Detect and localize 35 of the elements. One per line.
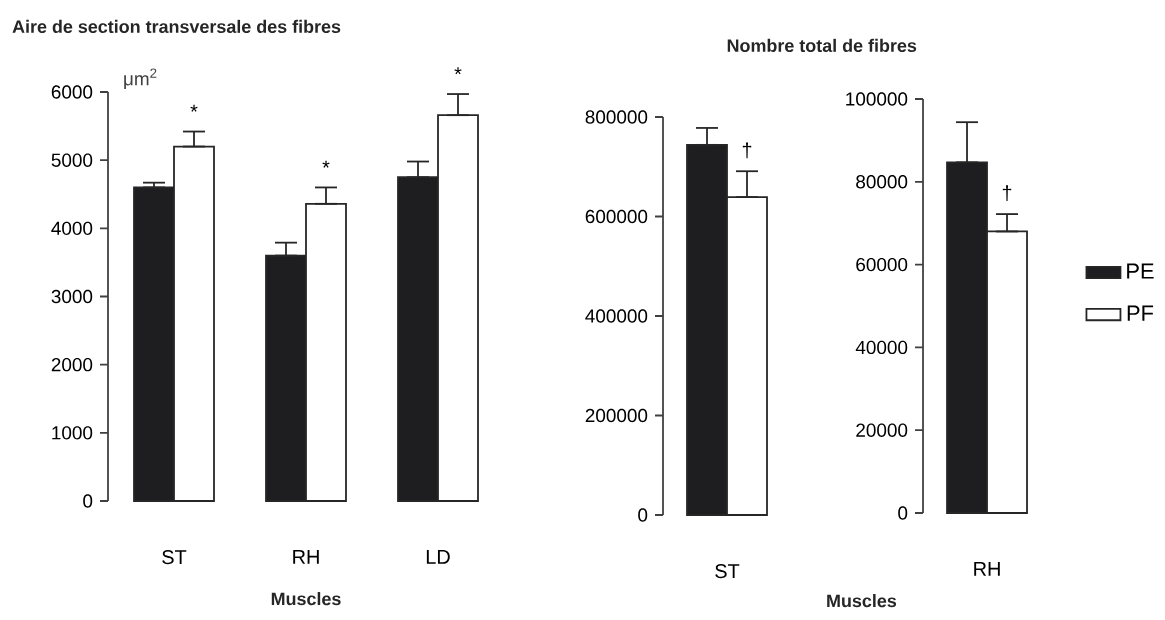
y-tick-label: 6000: [51, 85, 93, 99]
y-tick-label: 0: [898, 506, 908, 520]
legend-label: PF: [1127, 305, 1154, 321]
annotation: †: [742, 142, 752, 159]
y-tick-label: 60000: [856, 257, 908, 272]
annotation: *: [190, 104, 198, 112]
y-tick-label: 40000: [855, 340, 908, 355]
x-tick-label: ST: [162, 550, 187, 565]
y-tick-label: 20000: [856, 423, 908, 437]
x-tick-label: ST: [715, 564, 740, 579]
y-tick-label: 0: [83, 494, 93, 508]
y-tick-label: 1000: [52, 426, 93, 440]
y-tick-label: 600000: [585, 209, 648, 224]
y-axis-title: μm$^{2}$: [124, 68, 157, 89]
annotation: *: [454, 67, 462, 75]
annotation: *: [322, 160, 330, 168]
annotation: †: [1002, 185, 1012, 202]
y-tick-label: 5000: [51, 153, 93, 167]
x-tick-label: RH: [293, 550, 319, 564]
y-tick-label: 4000: [51, 221, 93, 236]
chart-title: Nombre total de fibres: [727, 38, 917, 53]
x-tick-label: LD: [426, 550, 450, 564]
chart-title: Aire de section transversale des fibres: [12, 19, 341, 34]
y-tick-label: 800000: [585, 110, 648, 124]
x-tick-label: RH: [974, 562, 1000, 576]
y-tick-label: 200000: [585, 408, 648, 423]
y-tick-label: 3000: [51, 289, 93, 304]
y-tick-label: 2000: [51, 357, 93, 372]
y-tick-label: 100000: [846, 92, 908, 106]
legend-label: PE: [1127, 263, 1154, 279]
y-tick-label: 0: [638, 508, 648, 522]
y-tick-label: 400000: [585, 309, 648, 323]
y-tick-label: 80000: [856, 175, 908, 189]
x-axis-title: Muscles: [827, 594, 897, 608]
x-axis-title: Muscles: [271, 592, 341, 606]
